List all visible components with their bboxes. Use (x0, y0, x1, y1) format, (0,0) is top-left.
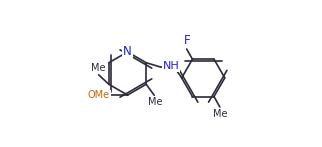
Text: N: N (123, 45, 132, 58)
Text: Me: Me (91, 63, 105, 73)
Text: Me: Me (148, 97, 162, 107)
Text: OMe: OMe (88, 90, 110, 100)
Text: F: F (184, 34, 190, 47)
Text: Me: Me (213, 109, 227, 119)
Text: NH: NH (163, 61, 179, 71)
